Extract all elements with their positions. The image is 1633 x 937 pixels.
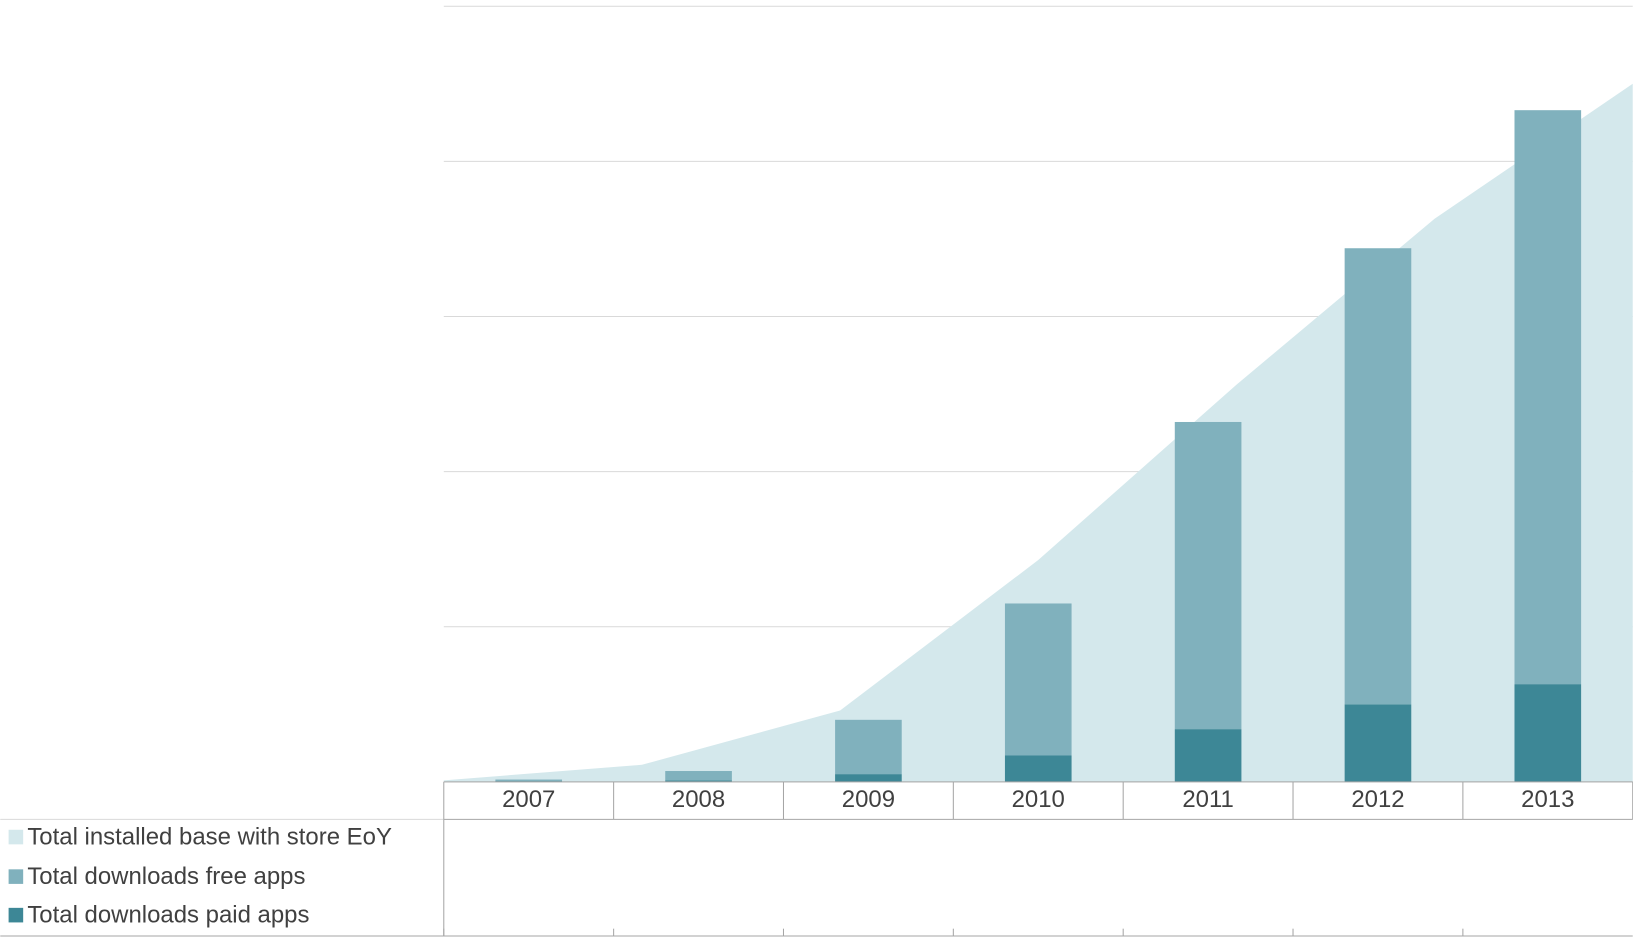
area [443,83,1633,782]
bar [665,771,732,781]
bar [1514,684,1582,782]
x-tick-label: 2013 [1521,786,1574,813]
legend-label: Total downloads free apps [27,863,305,890]
x-tick-label: 2011 [1182,786,1233,813]
x-tick-label: 2009 [842,786,895,813]
bar [1344,704,1412,782]
x-tick-label: 2008 [672,786,725,813]
x-tick-label: 2010 [1012,786,1065,813]
bar [1174,729,1242,782]
legend-key [8,869,24,884]
legend-key [8,829,24,845]
x-tick-label: 2007 [502,786,555,813]
bar [1514,110,1582,685]
bar [1004,603,1072,756]
legend-key [8,907,24,923]
bar [1344,248,1412,705]
legend-label: Total installed base with store EoY [27,823,392,850]
x-tick-label: 2012 [1351,786,1404,813]
bar [1004,755,1072,782]
bar [495,779,563,782]
legend-label: Total downloads paid apps [27,902,309,929]
bar [1174,421,1242,730]
bar [835,774,902,782]
bar [835,719,902,775]
bar [665,780,732,782]
